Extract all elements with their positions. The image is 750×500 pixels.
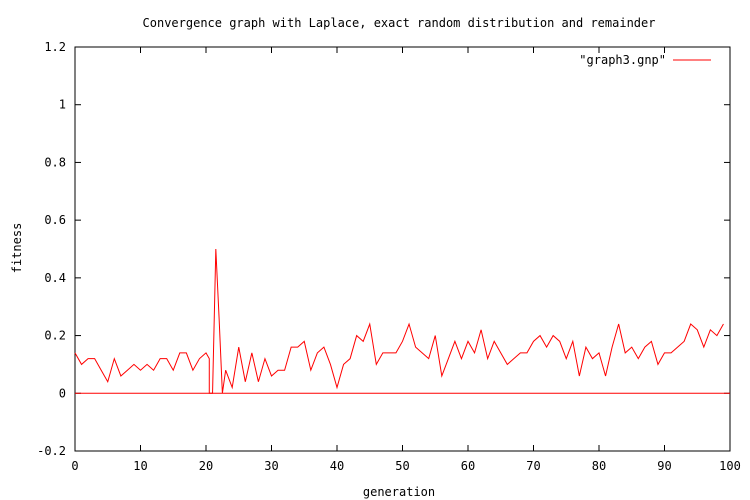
plot-frame <box>74 46 731 452</box>
y-tick-label: -0.2 <box>37 444 66 458</box>
x-tick-label: 0 <box>71 459 78 473</box>
x-tick-label: 100 <box>719 459 741 473</box>
y-tick-label: 1.2 <box>44 40 66 54</box>
y-tick-label: 0.8 <box>44 155 66 169</box>
chart-title: Convergence graph with Laplace, exact ra… <box>143 16 656 30</box>
axis-tick-labels: 0 10 20 30 40 50 60 70 80 90 100 -0.2 0 0.2 0.4 0.6 0.8 1… <box>37 40 741 473</box>
x-axis-label: generation <box>363 485 435 499</box>
y-tick-label: 0.2 <box>44 329 66 343</box>
axis-ticks <box>74 46 731 452</box>
x-tick-label: 60 <box>461 459 475 473</box>
x-tick-label: 70 <box>526 459 540 473</box>
y-tick-label: 0.4 <box>44 271 66 285</box>
x-tick-label: 40 <box>330 459 344 473</box>
x-tick-label: 50 <box>395 459 409 473</box>
x-tick-label: 80 <box>592 459 606 473</box>
x-tick-label: 10 <box>133 459 147 473</box>
y-tick-label: 0 <box>59 386 66 400</box>
x-tick-label: 30 <box>264 459 278 473</box>
legend: "graph3.gnp" <box>579 53 711 67</box>
y-tick-label: 0.6 <box>44 213 66 227</box>
legend-label-graph3: "graph3.gnp" <box>579 53 666 67</box>
x-tick-label: 90 <box>657 459 671 473</box>
x-tick-label: 20 <box>199 459 213 473</box>
series-line-graph3 <box>74 248 724 394</box>
series-lines <box>74 248 730 394</box>
y-axis-label: fitness <box>10 223 24 274</box>
y-tick-label: 1 <box>59 98 66 112</box>
